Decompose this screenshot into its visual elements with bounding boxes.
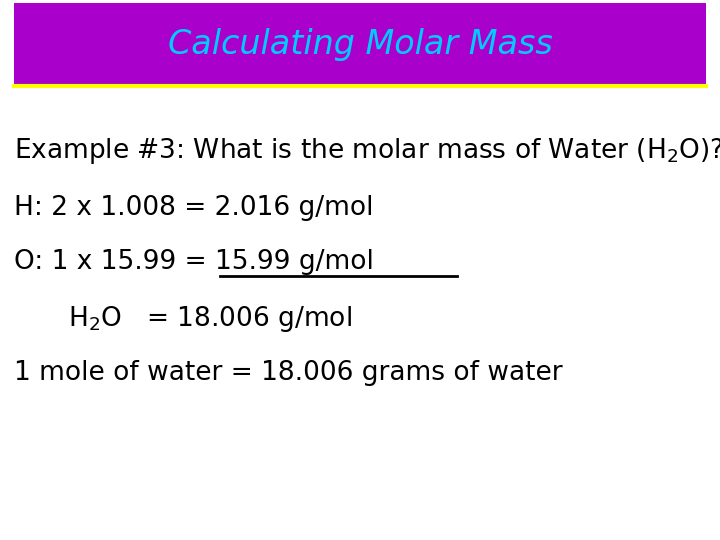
Text: Calculating Molar Mass: Calculating Molar Mass	[168, 28, 552, 61]
Text: Example #3: What is the molar mass of Water (H$_2$O)?: Example #3: What is the molar mass of Wa…	[14, 136, 720, 166]
Text: O: 1 x 15.99 = 15.99 g/mol: O: 1 x 15.99 = 15.99 g/mol	[14, 249, 374, 275]
Text: 1 mole of water = 18.006 grams of water: 1 mole of water = 18.006 grams of water	[14, 360, 563, 386]
Text: H$_2$O   = 18.006 g/mol: H$_2$O = 18.006 g/mol	[68, 303, 352, 334]
Bar	[14, 3, 706, 86]
Text: H: 2 x 1.008 = 2.016 g/mol: H: 2 x 1.008 = 2.016 g/mol	[14, 195, 374, 221]
